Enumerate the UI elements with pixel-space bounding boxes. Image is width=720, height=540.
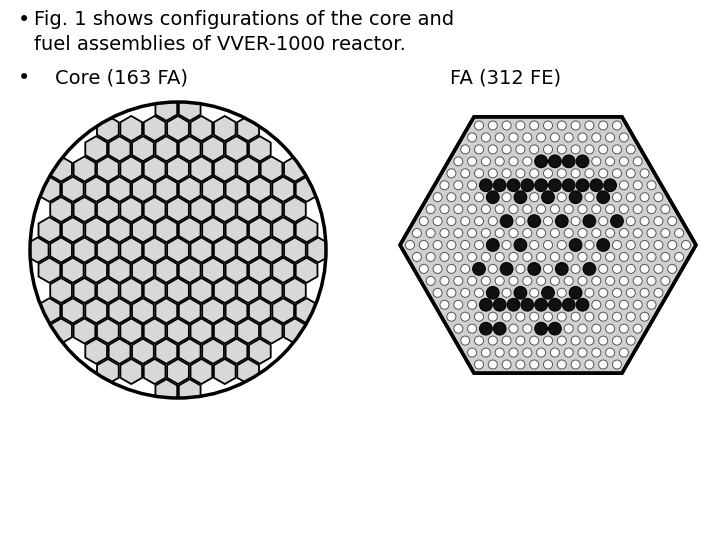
Polygon shape <box>400 117 696 373</box>
Text: •: • <box>18 68 30 88</box>
Text: Fig. 1 shows configurations of the core and
fuel assemblies of VVER-1000 reactor: Fig. 1 shows configurations of the core … <box>34 10 454 54</box>
Text: FA (312 FE): FA (312 FE) <box>450 68 561 87</box>
Text: Core (163 FA): Core (163 FA) <box>55 68 188 87</box>
Text: •: • <box>18 10 30 30</box>
